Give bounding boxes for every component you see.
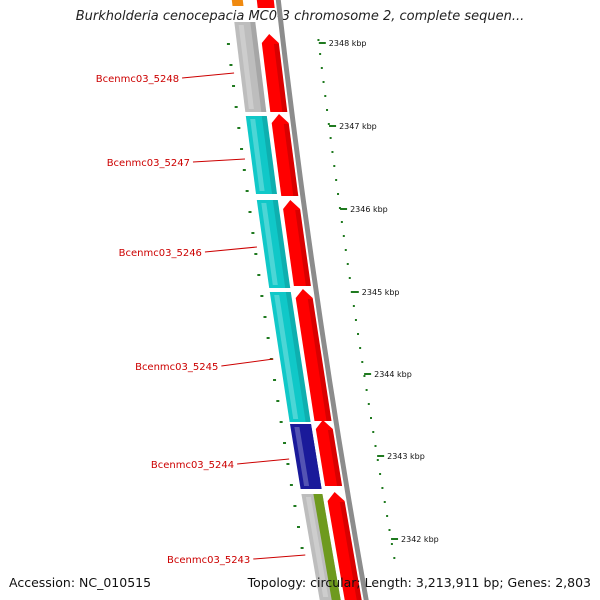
gene-highlight — [305, 497, 329, 597]
forward-strand-layer — [256, 0, 362, 600]
kbp-label: 2348 kbp — [329, 39, 367, 48]
forward-gene-shade — [273, 44, 288, 112]
forward-gene-shade — [283, 124, 299, 196]
kbp-label: 2346 kbp — [350, 205, 388, 214]
gene-leader-line — [182, 72, 235, 79]
forward-gene-shade — [327, 430, 343, 486]
kbp-label: 2342 kbp — [401, 535, 439, 544]
gene-leader-layer: Bcenmc03_5248 Bcenmc03_5247 Bcenmc03_5246 B… — [96, 72, 306, 566]
gene-highlight — [274, 295, 299, 419]
gene-highlight — [294, 427, 310, 486]
gene-label-Bcenmc03_5245: Bcenmc03_5245 — [135, 362, 218, 373]
gene-label-Bcenmc03_5248: Bcenmc03_5248 — [96, 74, 179, 85]
gene-block-navy-core — [300, 424, 322, 489]
gene-block-orange — [231, 0, 244, 6]
gene-leader-line — [237, 458, 290, 465]
gene-leader-line — [221, 358, 274, 367]
forward-gene-1 — [261, 34, 288, 112]
gene-leader-line — [253, 554, 306, 560]
gene-highlight — [250, 119, 265, 191]
kbp-label: 2344 kbp — [374, 370, 412, 379]
gene-highlight — [238, 25, 254, 109]
forward-gene-5 — [315, 420, 343, 486]
forward-gene-4 — [295, 289, 332, 421]
gene-block-Bcenmc03_5245 — [269, 292, 311, 422]
accession-text: Accession: NC_010515 — [9, 575, 152, 590]
kbp-tick-layer: 2348 kbp 2347 kbp 2346 kbp 2345 kbp 2344 kbp… — [318, 39, 439, 544]
forward-gene-top — [256, 0, 275, 8]
gene-block-Bcenmc03_5246 — [256, 200, 291, 288]
summary-text: Topology: circular; Length: 3,213,911 bp… — [247, 575, 591, 590]
map-title: Burkholderia cenocepacia MC0-3 chromosom… — [75, 9, 525, 24]
forward-gene-shade — [339, 502, 362, 600]
forward-gene-shade — [295, 210, 311, 286]
backbone-line — [275, 0, 369, 600]
gene-shade — [285, 292, 311, 422]
gene-leader-line — [192, 158, 245, 163]
gene-label-Bcenmc03_5244: Bcenmc03_5244 — [151, 460, 234, 471]
gene-leader-line — [204, 246, 257, 253]
gene-block-olive-core — [313, 494, 341, 600]
backbone-layer — [275, 0, 369, 600]
forward-gene-2 — [271, 114, 299, 196]
gene-label-Bcenmc03_5247: Bcenmc03_5247 — [107, 158, 190, 169]
gene-label-Bcenmc03_5246: Bcenmc03_5246 — [119, 248, 202, 259]
kbp-label: 2347 kbp — [339, 122, 377, 131]
gene-shade — [272, 200, 291, 288]
gene-block-Bcenmc03_5247 — [245, 116, 277, 194]
kbp-label: 2343 kbp — [387, 452, 425, 461]
reverse-strand-layer — [231, 0, 341, 600]
forward-gene-3 — [283, 200, 311, 286]
gene-highlight — [261, 203, 278, 285]
gene-shade — [250, 22, 267, 112]
forward-gene-shade — [307, 299, 332, 421]
gene-block-Bcenmc03_5248 — [234, 22, 267, 112]
gene-shade — [261, 116, 277, 194]
kbp-label: 2345 kbp — [362, 288, 400, 297]
forward-gene-6 — [327, 492, 362, 600]
gene-label-Bcenmc03_5243: Bcenmc03_5243 — [167, 555, 250, 566]
